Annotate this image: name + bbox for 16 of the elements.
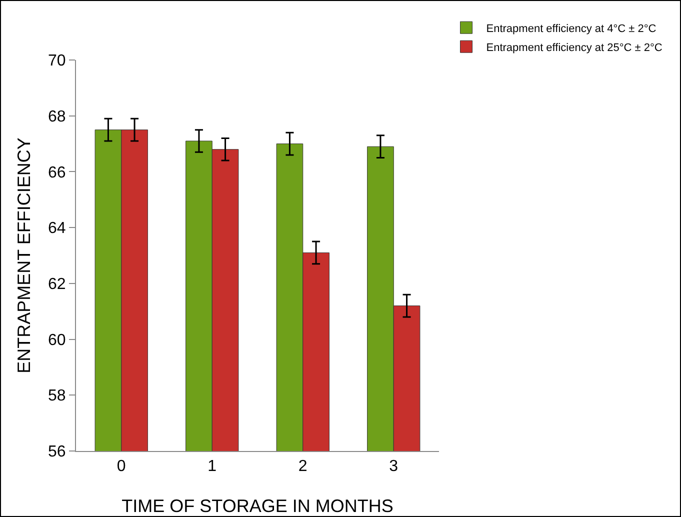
x-tick-label: 3	[389, 458, 398, 476]
y-tick-label: 66	[48, 164, 66, 182]
x-tick-label: 2	[298, 458, 308, 476]
x-tick-label: 0	[116, 458, 126, 476]
y-tick-label: 62	[48, 276, 66, 294]
x-axis-title: TIME OF STORAGE IN MONTHS	[122, 496, 394, 516]
legend-label: Entrapment efficiency at 25°C ± 2°C	[486, 42, 662, 54]
y-axis-title: ENTRAPMENT EFFICIENCY	[14, 138, 34, 374]
y-tick-label: 70	[48, 52, 66, 70]
y-tick-label: 64	[48, 220, 66, 238]
y-tick-label: 58	[48, 388, 66, 405]
y-tick-label: 56	[48, 444, 66, 461]
x-tick-label: 1	[208, 458, 217, 476]
y-tick-label: 68	[48, 108, 66, 126]
y-tick-label: 60	[48, 332, 66, 349]
legend-label: Entrapment efficiency at 4°C ± 2°C	[486, 22, 656, 35]
